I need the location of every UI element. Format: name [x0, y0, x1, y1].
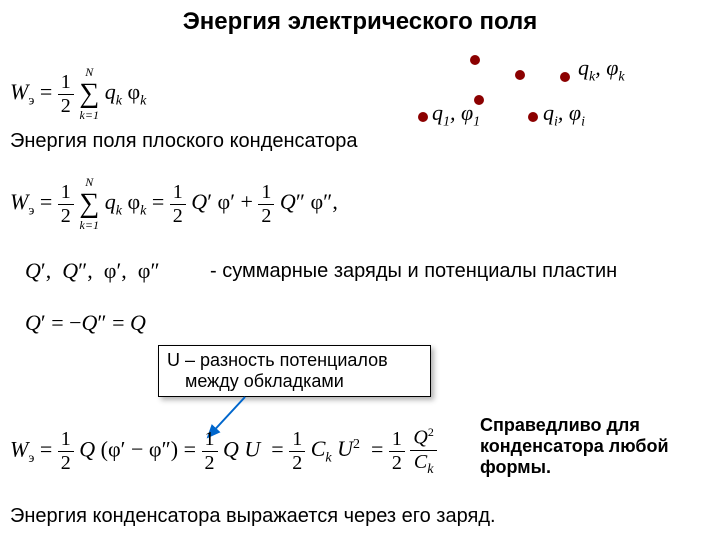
label-qk: qk, φk: [578, 55, 625, 85]
formula-q-relation: Q′ = −Q″ = Q: [25, 310, 146, 336]
label-q1: q1, φ1: [432, 100, 480, 130]
formula-w-final: Wэ = 12 Q (φ′ − φ″) = 12 Q U = 12 Ck U2 …: [10, 425, 437, 478]
conclusion: Энергия конденсатора выражается через ег…: [10, 505, 496, 528]
charge-dot: [470, 55, 480, 65]
potential-diff-line1: U – разность потенциалов: [167, 350, 422, 371]
formula-symbols: Q′, Q″, φ′, φ″: [25, 258, 160, 284]
validity-line3: формы.: [480, 457, 669, 478]
charge-dot: [418, 112, 428, 122]
section-label: Энергия поля плоского конденсатора: [10, 130, 358, 153]
validity-note: Справедливо для конденсатора любой формы…: [480, 415, 669, 478]
charge-dot: [515, 70, 525, 80]
formula-w-expand: Wэ = 12 N∑k=1 qk φk = 12 Q′ φ′ + 12 Q″ φ…: [10, 175, 338, 233]
validity-line1: Справедливо для: [480, 415, 669, 436]
formula-w-sum: Wэ = 12 N∑k=1 qk φk: [10, 65, 146, 123]
potential-diff-line2: между обкладками: [167, 371, 422, 392]
charges-note: - суммарные заряды и потенциалы пластин: [210, 260, 617, 283]
page-title: Энергия электрического поля: [0, 8, 720, 36]
charge-dot: [560, 72, 570, 82]
charge-dot: [528, 112, 538, 122]
potential-diff-box: U – разность потенциалов между обкладкам…: [158, 345, 431, 397]
validity-line2: конденсатора любой: [480, 436, 669, 457]
label-qi: qi, φi: [543, 100, 585, 130]
